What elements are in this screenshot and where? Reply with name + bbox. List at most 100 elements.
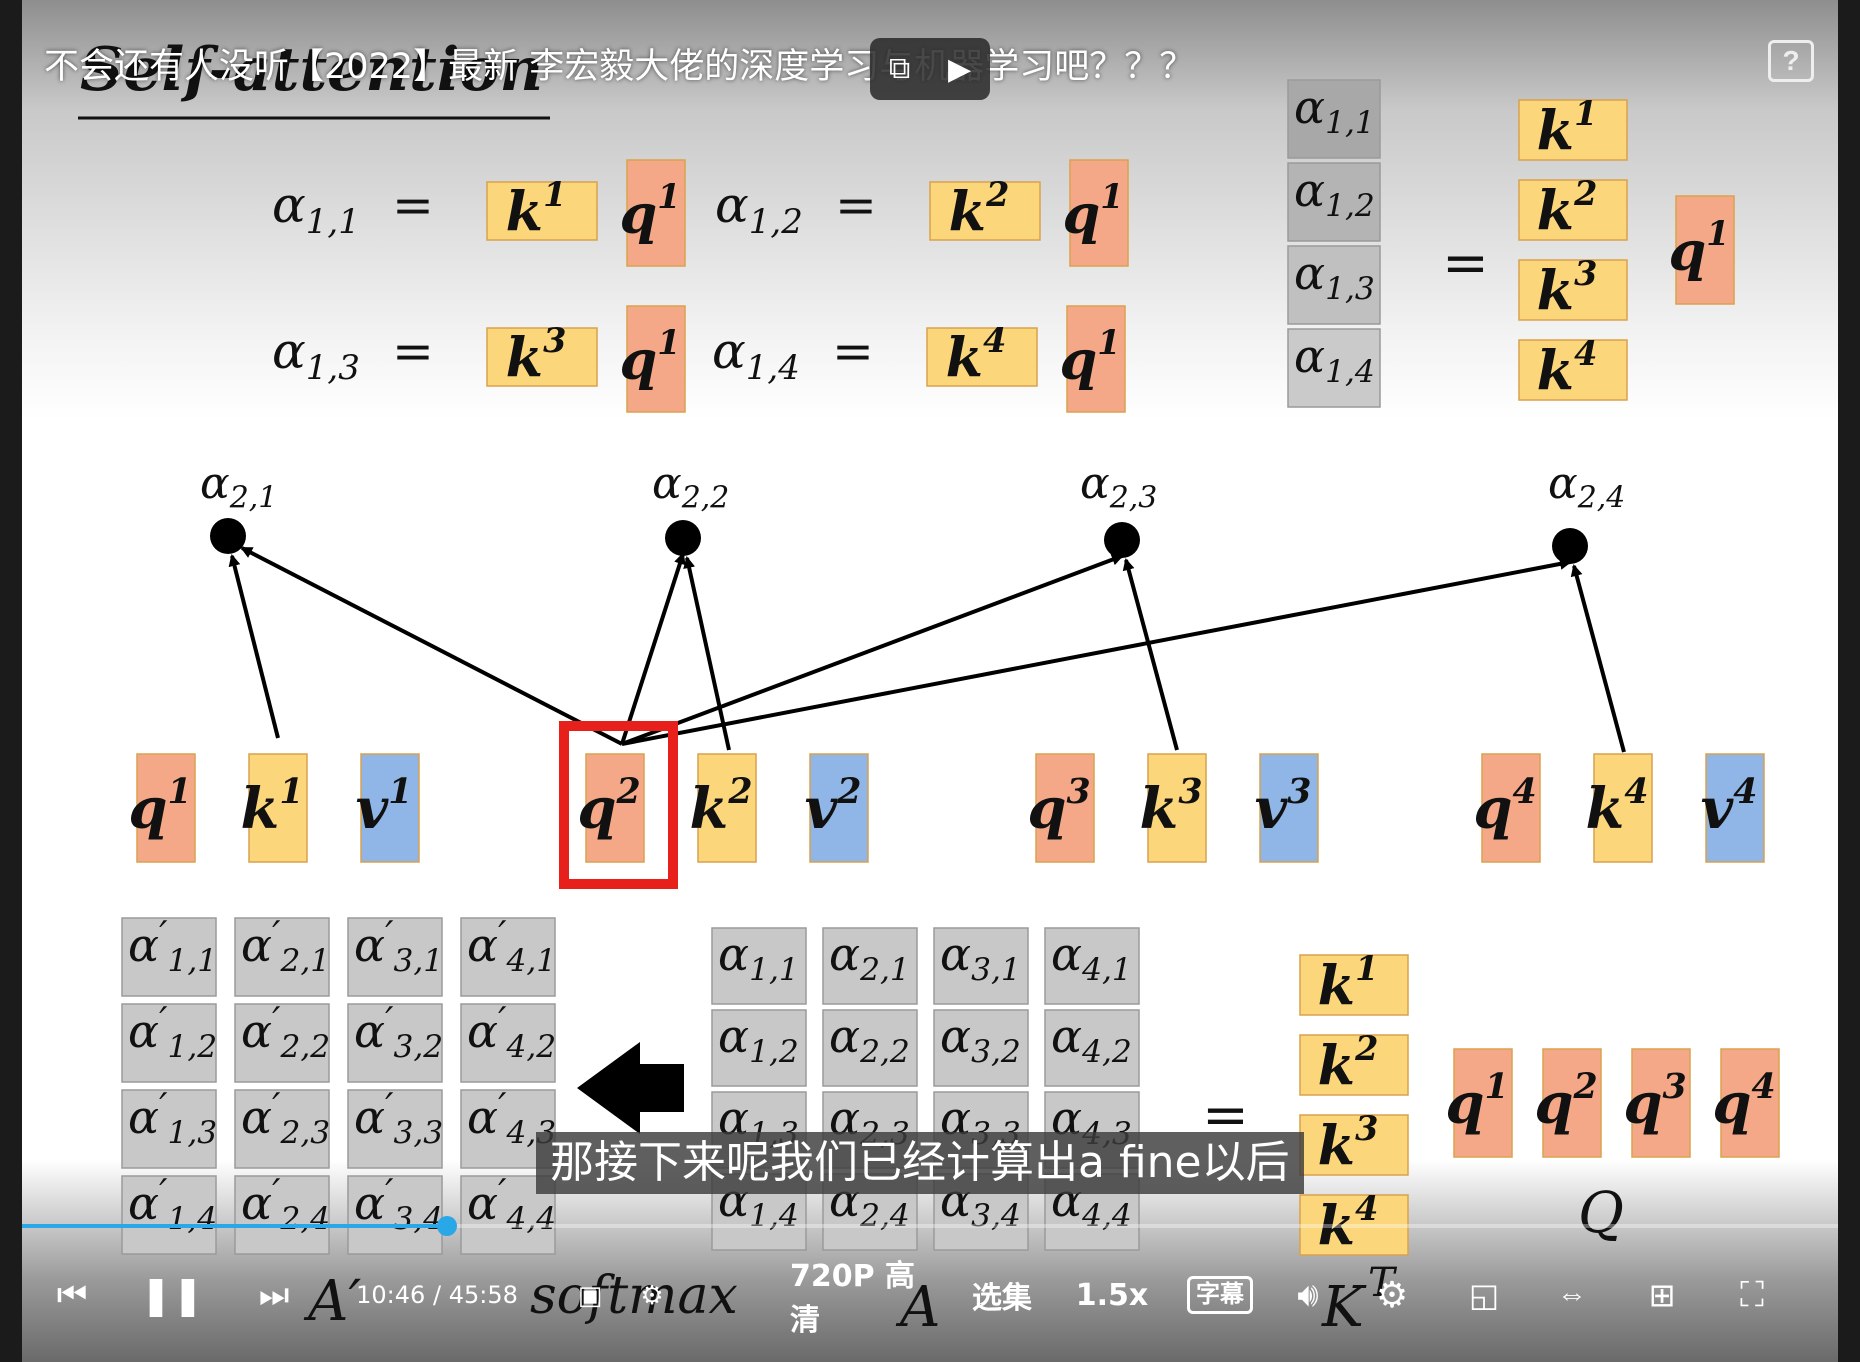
aprime-cell-3-2-label: α′3,2	[354, 999, 443, 1065]
kt-key-4-label: k4	[1318, 1189, 1379, 1257]
a-cell-2-1-label: α2,1	[829, 927, 910, 988]
query-vector-1-label: q1	[128, 771, 191, 842]
caption-button[interactable]: 字幕	[1180, 1255, 1260, 1335]
aprime-cell-1-2: α′1,2	[121, 999, 217, 1083]
value-vector-4: v4	[1701, 753, 1765, 863]
next-icon[interactable]: ⏭	[258, 1275, 290, 1314]
value-vector-1-label: v1	[356, 771, 413, 842]
alpha-col-1-2: α1,2	[1287, 162, 1381, 242]
node-label-2-4: α2,4	[1548, 458, 1625, 516]
query-box-label: q1	[619, 177, 680, 245]
query-vector-3: q3	[1027, 753, 1095, 863]
top-overlay-buttons: ⧉ ▶	[870, 38, 990, 100]
progress-handle[interactable]	[437, 1216, 458, 1236]
q-row-3-label: q3	[1623, 1066, 1686, 1137]
key-col-4-label: k4	[1537, 334, 1598, 402]
key-col-2-label: k2	[1537, 174, 1598, 242]
q-row-2-label: q2	[1534, 1066, 1597, 1137]
equation-alpha-1-2: α1,2 = k2 q1	[715, 159, 1129, 267]
label-kt-superscript: T	[1368, 1260, 1398, 1306]
speed-button[interactable]: 1.5x	[1075, 1277, 1149, 1313]
a-cell-3-1-label: α3,1	[940, 927, 1021, 988]
aprime-cell-3-2: α′3,2	[347, 999, 443, 1083]
node-label-2-3: α2,3	[1080, 458, 1157, 516]
query-box: q1	[619, 305, 686, 413]
query-vector-4-label: q4	[1473, 771, 1536, 842]
quality-button[interactable]: 720P 高清	[790, 1259, 916, 1338]
key-vector-3: k3	[1140, 753, 1207, 863]
aprime-cell-2-2: α′2,2	[234, 999, 330, 1083]
settings-icon[interactable]: ⚙	[1375, 1274, 1409, 1315]
equals-sign: =	[835, 176, 877, 234]
key-vector-2-label: k2	[690, 771, 753, 842]
query-arrow-4	[621, 557, 1572, 746]
key-col-4: k4	[1518, 334, 1628, 402]
vector-group-3: q3 k3 v3	[1027, 753, 1319, 863]
aprime-cell-4-3: α′4,3	[460, 1085, 556, 1169]
equation-lhs: α1,2	[715, 176, 803, 242]
q-row-4-label: q4	[1712, 1066, 1775, 1137]
alpha-col-1-4: α1,4	[1287, 328, 1381, 408]
danmaku-toggle-icon[interactable]: ▣	[577, 1279, 603, 1310]
key-arrow-4	[1570, 564, 1626, 753]
slide-heading: Self-attention	[80, 35, 543, 105]
previous-icon[interactable]: ⏮	[56, 1275, 88, 1314]
vector-group-2: q2 k2 v2	[577, 753, 869, 863]
query-vector-4: q4	[1473, 753, 1541, 863]
aprime-cell-3-4: α′3,4	[347, 1171, 443, 1255]
volume-icon[interactable]: 🔊︎	[1297, 1275, 1319, 1314]
pause-icon[interactable]: ❚❚	[140, 1274, 204, 1317]
kt-key-2: k2	[1299, 1029, 1409, 1097]
key-vector-3-label: k3	[1140, 771, 1203, 842]
a-cell-2-2-label: α2,2	[829, 1009, 910, 1070]
q-row-1-label: q1	[1445, 1066, 1508, 1137]
kt-key-2-label: k2	[1318, 1029, 1379, 1097]
help-icon[interactable]: ?	[1768, 40, 1814, 82]
query-vector-2: q2	[577, 753, 645, 863]
ai-summary-icon[interactable]: ▶	[948, 52, 972, 86]
query-arrow-2	[620, 552, 686, 745]
a-cell-4-2: α4,2	[1044, 1009, 1140, 1087]
time-total: 45:58	[448, 1281, 518, 1309]
a-cell-1-2: α1,2	[711, 1009, 807, 1087]
aprime-cell-2-1-label: α′2,1	[241, 913, 330, 979]
progress-bar[interactable]	[22, 1216, 1838, 1236]
value-vector-3: v3	[1255, 753, 1319, 863]
a-cell-2-2: α2,2	[822, 1009, 918, 1087]
query-arrow-3	[621, 553, 1124, 746]
aprime-cell-3-4-label: α′3,4	[354, 1171, 443, 1237]
fullscreen-icon[interactable]: ⛶	[1740, 1275, 1764, 1314]
q-row-4: q4	[1712, 1048, 1780, 1158]
a-cell-3-2-label: α3,2	[940, 1009, 1021, 1070]
aprime-cell-3-1-label: α′3,1	[354, 913, 443, 979]
episodes-button[interactable]: 选集	[972, 1281, 1032, 1316]
aprime-cell-2-1: α′2,1	[234, 913, 330, 997]
aprime-cell-1-1: α′1,1	[121, 913, 217, 997]
aprime-cell-1-4-label: α′1,4	[128, 1171, 217, 1237]
softmax-arrow	[577, 1042, 684, 1134]
equals-sign: =	[392, 176, 434, 234]
a-cell-1-2-label: α1,2	[718, 1009, 799, 1070]
label-aprime: A′	[303, 1269, 361, 1334]
key-col-1: k1	[1518, 94, 1628, 162]
key-vector-1: k1	[241, 753, 308, 863]
key-box-label: k3	[506, 321, 567, 389]
danmaku-settings-icon[interactable]: ⚙	[640, 1279, 664, 1310]
web-fullscreen-icon[interactable]: ⊞	[1648, 1277, 1676, 1313]
aprime-cell-1-3: α′1,3	[121, 1085, 217, 1169]
aprime-cell-3-1: α′3,1	[347, 913, 443, 997]
attention-node-2-1	[210, 518, 246, 554]
pip-mode-icon[interactable]: ◱	[1468, 1277, 1500, 1313]
widescreen-icon[interactable]: ⇔	[1557, 1278, 1587, 1311]
key-vector-2: k2	[690, 753, 757, 863]
a-cell-4-1-label: α4,1	[1051, 927, 1132, 988]
aprime-cell-4-2-label: α′4,2	[467, 999, 556, 1065]
query-box-label: q1	[619, 323, 680, 391]
key-box-label: k1	[506, 175, 567, 243]
kt-key-1-label: k1	[1318, 949, 1379, 1017]
pip-icon[interactable]: ⧉	[888, 52, 911, 85]
key-box-label: k4	[946, 321, 1007, 389]
alpha-col-1-1-label: α1,1	[1294, 80, 1375, 141]
key-box: k2	[929, 175, 1041, 243]
